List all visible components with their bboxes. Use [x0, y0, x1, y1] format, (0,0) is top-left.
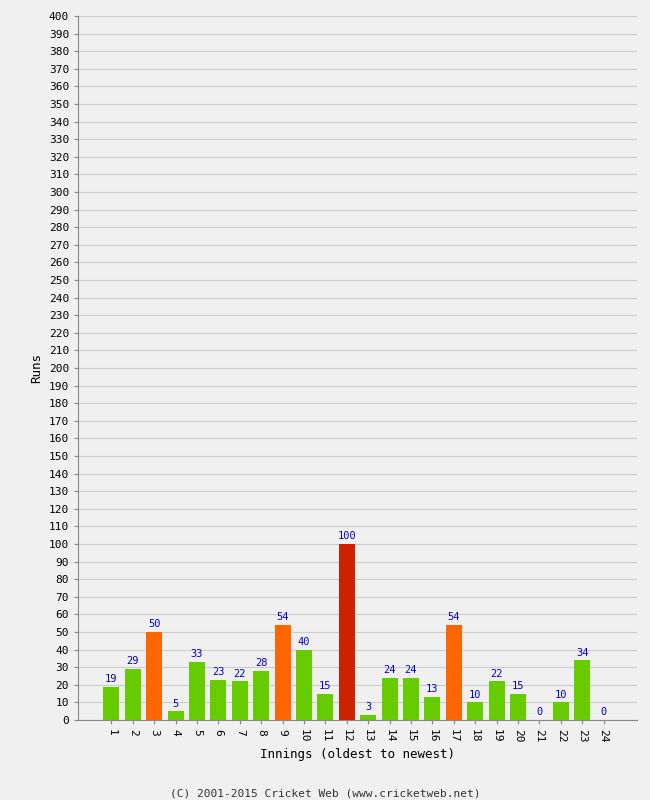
Text: 15: 15	[512, 681, 525, 691]
Text: 19: 19	[105, 674, 118, 684]
Text: 24: 24	[384, 665, 396, 675]
Bar	[467, 702, 483, 720]
Bar	[489, 682, 504, 720]
Bar	[232, 682, 248, 720]
Bar	[296, 650, 312, 720]
Bar	[360, 714, 376, 720]
Text: 10: 10	[469, 690, 482, 700]
Text: 28: 28	[255, 658, 267, 668]
Text: 10: 10	[554, 690, 567, 700]
Text: 0: 0	[536, 707, 543, 718]
Bar	[211, 679, 226, 720]
Text: 3: 3	[365, 702, 371, 712]
Text: 24: 24	[405, 665, 417, 675]
Text: 50: 50	[148, 619, 161, 630]
Bar	[146, 632, 162, 720]
Bar	[274, 625, 291, 720]
Bar	[254, 670, 269, 720]
Text: 40: 40	[298, 637, 310, 647]
Text: 33: 33	[190, 650, 203, 659]
Text: 29: 29	[127, 656, 139, 666]
Text: 54: 54	[276, 612, 289, 622]
Bar	[317, 694, 333, 720]
Text: 0: 0	[601, 707, 606, 718]
X-axis label: Innings (oldest to newest): Innings (oldest to newest)	[260, 748, 455, 761]
Bar	[168, 711, 184, 720]
Text: 22: 22	[233, 669, 246, 678]
Text: 22: 22	[490, 669, 503, 678]
Text: 23: 23	[212, 667, 225, 677]
Bar	[189, 662, 205, 720]
Text: 15: 15	[319, 681, 332, 691]
Text: 54: 54	[448, 612, 460, 622]
Bar	[382, 678, 398, 720]
Y-axis label: Runs: Runs	[30, 353, 43, 383]
Bar	[574, 660, 590, 720]
Bar	[339, 544, 355, 720]
Bar	[510, 694, 526, 720]
Bar	[552, 702, 569, 720]
Bar	[424, 697, 441, 720]
Bar	[403, 678, 419, 720]
Bar	[446, 625, 462, 720]
Text: 100: 100	[337, 531, 356, 542]
Text: 5: 5	[172, 698, 179, 709]
Bar	[125, 669, 141, 720]
Text: (C) 2001-2015 Cricket Web (www.cricketweb.net): (C) 2001-2015 Cricket Web (www.cricketwe…	[170, 788, 480, 798]
Text: 13: 13	[426, 685, 439, 694]
Bar	[103, 686, 120, 720]
Text: 34: 34	[576, 647, 588, 658]
